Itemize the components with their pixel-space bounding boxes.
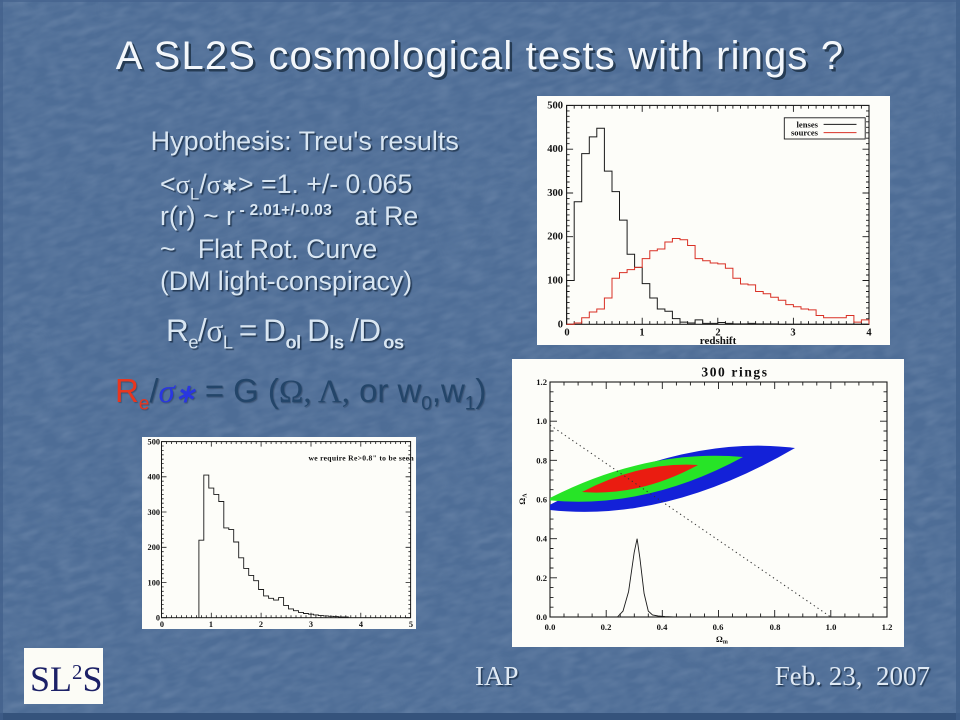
- svg-text:ΩΛ: ΩΛ: [517, 493, 529, 505]
- svg-text:3: 3: [309, 620, 313, 629]
- svg-text:200: 200: [547, 232, 563, 243]
- svg-text:1: 1: [209, 620, 213, 629]
- svg-text:100: 100: [547, 276, 563, 287]
- svg-text:100: 100: [148, 578, 160, 587]
- svg-text:4: 4: [866, 327, 872, 338]
- svg-text:0.4: 0.4: [657, 622, 668, 632]
- svg-text:0.0: 0.0: [545, 622, 556, 632]
- svg-text:200: 200: [148, 543, 160, 552]
- svg-text:1.2: 1.2: [536, 377, 547, 387]
- svg-text:Ωm: Ωm: [716, 634, 728, 646]
- svg-text:3: 3: [790, 327, 795, 338]
- svg-text:500: 500: [148, 437, 160, 446]
- svg-text:300: 300: [547, 188, 563, 199]
- svg-text:we require Re>0.8" to be seen: we require Re>0.8" to be seen: [308, 453, 414, 462]
- svg-text:0.2: 0.2: [601, 622, 612, 632]
- svg-text:0.6: 0.6: [713, 622, 724, 632]
- svg-text:300 rings: 300 rings: [701, 365, 768, 380]
- svg-text:2: 2: [259, 620, 263, 629]
- svg-text:1.2: 1.2: [882, 622, 893, 632]
- svg-text:0.8: 0.8: [536, 455, 547, 465]
- svg-text:400: 400: [148, 473, 160, 482]
- svg-text:0: 0: [156, 614, 160, 623]
- svg-text:redshift: redshift: [700, 335, 737, 345]
- svg-text:5: 5: [409, 620, 413, 629]
- svg-text:4: 4: [359, 620, 363, 629]
- svg-text:300: 300: [148, 508, 160, 517]
- svg-text:0.2: 0.2: [536, 573, 547, 583]
- svg-text:1: 1: [639, 327, 644, 338]
- svg-text:0.6: 0.6: [536, 495, 547, 505]
- svg-text:400: 400: [547, 144, 563, 155]
- svg-text:0.8: 0.8: [770, 622, 781, 632]
- svg-text:500: 500: [547, 100, 563, 111]
- svg-text:2: 2: [715, 327, 720, 338]
- svg-text:0.4: 0.4: [536, 534, 547, 544]
- svg-text:0: 0: [564, 327, 569, 338]
- svg-text:0.0: 0.0: [536, 612, 547, 622]
- svg-text:lenses: lenses: [797, 119, 819, 129]
- svg-text:sources: sources: [791, 128, 819, 138]
- svg-text:0: 0: [558, 319, 563, 330]
- svg-text:0: 0: [160, 620, 164, 629]
- svg-text:1.0: 1.0: [536, 416, 547, 426]
- svg-text:1.0: 1.0: [826, 622, 837, 632]
